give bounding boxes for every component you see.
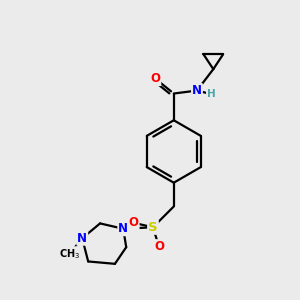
Text: H: H	[207, 89, 216, 99]
Text: CH$_3$: CH$_3$	[59, 247, 80, 261]
Text: N: N	[77, 232, 87, 245]
Text: O: O	[129, 216, 139, 229]
Text: S: S	[148, 221, 158, 234]
Text: N: N	[118, 222, 128, 235]
Text: O: O	[150, 72, 160, 85]
Text: N: N	[192, 84, 202, 97]
Text: O: O	[154, 240, 164, 253]
